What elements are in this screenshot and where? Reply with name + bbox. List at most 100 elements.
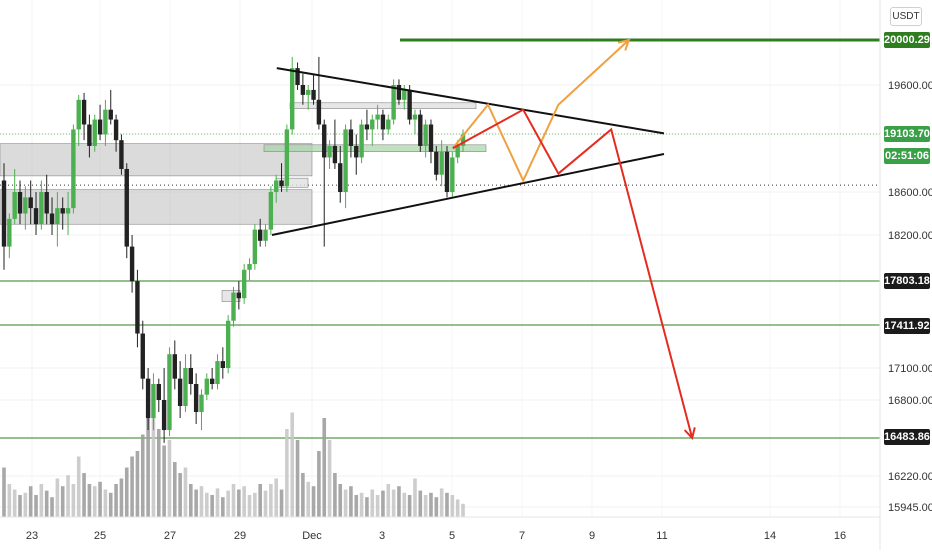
price-label-level-1: 17803.18	[884, 273, 930, 289]
candle-body	[284, 129, 290, 187]
volume-bar	[140, 434, 145, 517]
zone-grey-top	[289, 102, 477, 109]
candle-body	[199, 394, 204, 413]
volume-bar	[370, 489, 375, 517]
candle-body	[209, 378, 215, 384]
volume-bar	[231, 484, 236, 517]
candle-body	[177, 378, 183, 407]
volume-bar	[82, 473, 86, 517]
price-label-level-3: 16483.86	[884, 429, 930, 445]
candle-body	[76, 99, 81, 130]
candle-body	[167, 354, 172, 431]
volume-bar	[450, 495, 455, 517]
volume-bar	[242, 486, 246, 517]
volume-bar	[423, 495, 428, 517]
triangle-upper-line	[276, 67, 665, 135]
volume-bars	[2, 412, 465, 517]
volume-bar	[92, 486, 97, 517]
candle-body	[396, 85, 402, 100]
volume-bar	[263, 490, 268, 517]
volume-bar	[98, 481, 102, 517]
candle-body	[241, 269, 247, 299]
candle-body	[1, 180, 7, 247]
x-tick-label: 23	[26, 530, 38, 542]
candle-body	[418, 114, 423, 146]
volume-bar	[103, 489, 108, 517]
volume-bar	[343, 489, 348, 517]
x-tick-label: Dec	[302, 530, 322, 542]
candle-body	[140, 333, 145, 379]
candle-body	[55, 208, 60, 225]
red-arrow-head	[683, 427, 696, 441]
candle-body	[151, 384, 156, 419]
candle-body	[33, 208, 39, 225]
candle-body	[354, 145, 359, 158]
candle-body	[273, 180, 279, 192]
x-tick-label: 9	[589, 530, 595, 542]
candle-body	[300, 85, 306, 95]
candle-body	[423, 124, 428, 146]
candle-body	[65, 208, 71, 214]
candle-body	[113, 119, 119, 141]
y-tick-label: 18600.00	[888, 187, 932, 199]
volume-bar	[151, 412, 156, 517]
candle-body	[343, 129, 348, 192]
volume-bar	[247, 495, 252, 517]
volume-bar	[407, 495, 412, 517]
candle-body	[322, 124, 327, 158]
volume-bar	[34, 495, 38, 517]
volume-bar	[375, 495, 380, 517]
candle-body	[188, 368, 194, 384]
candle-body	[225, 320, 231, 368]
volume-bar	[178, 473, 182, 517]
candles	[1, 56, 466, 443]
candle-body	[290, 68, 295, 130]
candle-body	[129, 246, 135, 282]
volume-bar	[172, 462, 177, 517]
triangle-lower-line	[271, 153, 665, 236]
volume-bar	[349, 486, 353, 517]
volume-bar	[210, 495, 214, 517]
volume-bar	[189, 484, 193, 517]
currency-badge[interactable]: USDT	[890, 7, 922, 26]
candle-body	[391, 85, 396, 120]
volume-bar	[87, 484, 92, 517]
candle-body	[375, 114, 380, 120]
candle-body	[348, 129, 354, 146]
candle-body	[28, 197, 33, 209]
volume-bar	[397, 486, 401, 517]
x-tick-label: 11	[656, 530, 667, 542]
countdown-label: 02:51:06	[884, 148, 930, 164]
volume-bar	[461, 503, 465, 517]
candle-body	[380, 114, 386, 130]
candle-body	[161, 400, 167, 431]
y-tick-label: 17100.00	[888, 363, 932, 375]
volume-bar	[55, 478, 60, 517]
zone-green	[263, 144, 487, 152]
volume-bar	[135, 451, 140, 517]
candle-body	[434, 151, 439, 175]
volume-bar	[23, 492, 28, 517]
candle-body	[71, 129, 76, 209]
volume-bar	[306, 481, 311, 517]
candle-body	[402, 89, 407, 100]
candle-body	[412, 114, 418, 120]
volume-bar	[338, 484, 343, 517]
volume-bar	[418, 490, 423, 517]
volume-bar	[162, 445, 166, 517]
volume-bar	[274, 478, 278, 517]
volume-bar	[114, 484, 118, 517]
volume-bar	[205, 492, 209, 517]
volume-bar	[71, 484, 76, 517]
volume-bar	[317, 451, 321, 517]
volume-bar	[333, 473, 337, 517]
candle-body	[279, 180, 284, 187]
volume-bar	[354, 495, 359, 517]
volume-bar	[279, 489, 284, 517]
volume-bar	[146, 418, 150, 517]
volume-bar	[108, 492, 113, 517]
candle-body	[236, 292, 242, 299]
volume-bar	[295, 440, 300, 517]
candle-body	[327, 145, 332, 158]
